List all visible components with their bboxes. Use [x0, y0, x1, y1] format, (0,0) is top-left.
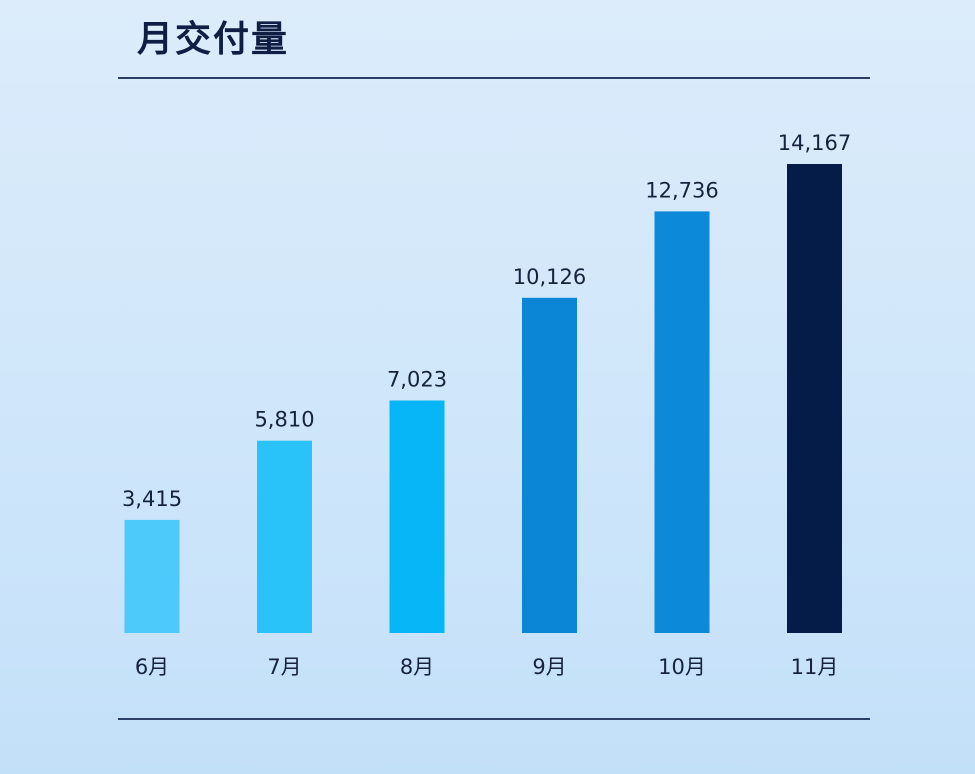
bar-8月 — [389, 400, 445, 633]
category-label: 8月 — [400, 655, 434, 679]
bar-9月 — [522, 297, 577, 633]
category-label: 10月 — [658, 655, 706, 679]
category-label: 6月 — [135, 655, 169, 679]
value-label: 3,415 — [122, 487, 182, 511]
value-label: 5,810 — [254, 408, 314, 432]
category-label: 11月 — [791, 655, 839, 679]
value-label: 7,023 — [387, 368, 447, 392]
bar-10月 — [654, 211, 710, 633]
bottom-divider — [118, 718, 870, 720]
category-label: 7月 — [267, 655, 301, 679]
value-label: 10,126 — [513, 265, 586, 289]
category-label: 9月 — [532, 655, 566, 679]
top-divider — [118, 77, 870, 79]
bar-7月 — [257, 440, 312, 633]
bar-11月 — [787, 164, 842, 633]
chart-title: 月交付量 — [137, 19, 290, 60]
value-label: 14,167 — [778, 131, 851, 155]
bar-6月 — [124, 519, 180, 633]
value-label: 12,736 — [645, 178, 718, 202]
